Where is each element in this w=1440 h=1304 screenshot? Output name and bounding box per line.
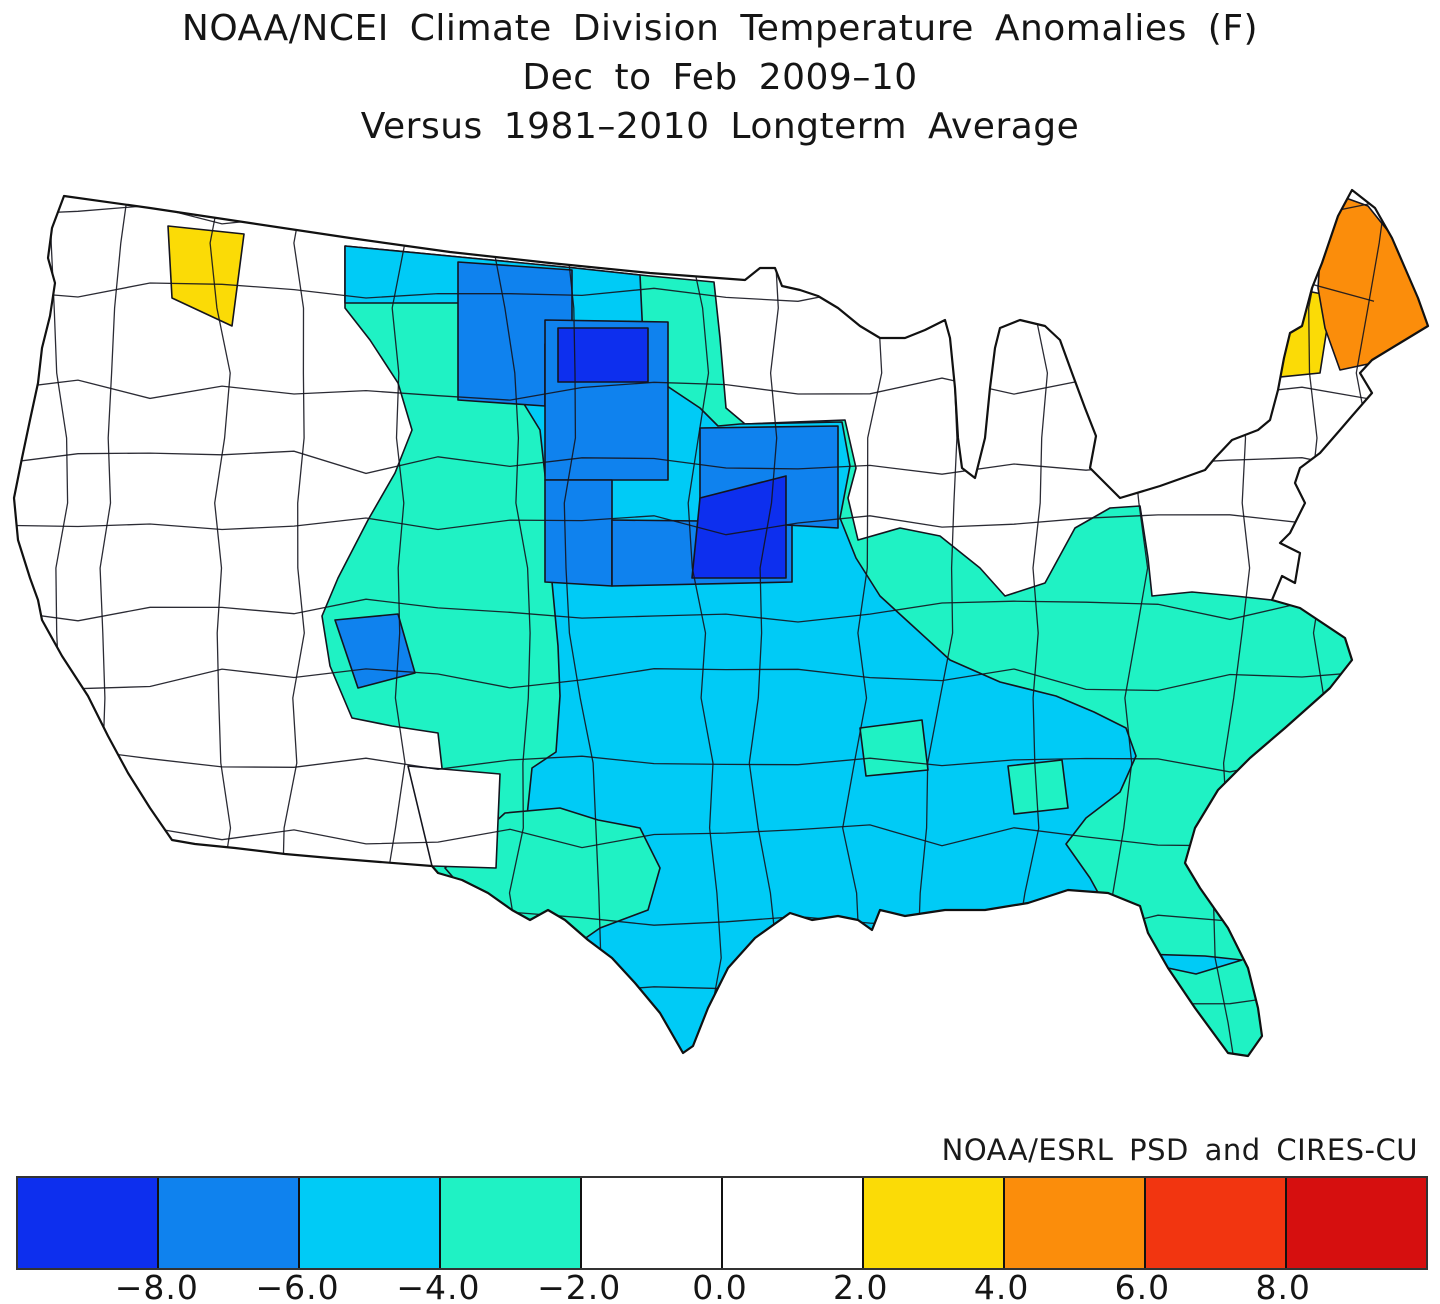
figure-title: NOAA/NCEI Climate Division Temperature A… bbox=[0, 4, 1440, 151]
division-border-line bbox=[6, 1067, 1374, 1089]
region-ne-washington-yellow bbox=[167, 225, 245, 327]
colorbar-tick-label: −2.0 bbox=[537, 1268, 622, 1304]
colorbar-tick-label: −8.0 bbox=[114, 1268, 199, 1304]
colorbar-tick-label: 2.0 bbox=[833, 1268, 889, 1304]
colorbar-segment-7 bbox=[862, 1178, 1003, 1268]
colorbar-segment-6 bbox=[721, 1178, 862, 1268]
title-line-2: Dec to Feb 2009–10 bbox=[522, 57, 918, 98]
division-border-line bbox=[14, 598, 1375, 623]
colorbar-segment-4 bbox=[439, 1178, 580, 1268]
division-border-line bbox=[563, 190, 602, 1056]
region-south-dakota-nebraska-blue bbox=[544, 479, 613, 587]
us-outline bbox=[12, 188, 1430, 1058]
region-north-alabama-turquoise-pocket bbox=[1007, 759, 1069, 815]
division-border-line bbox=[683, 190, 722, 1056]
division-border-line bbox=[14, 668, 1375, 692]
colorbar-segment-10 bbox=[1285, 1178, 1426, 1268]
colorbar-segment-8 bbox=[1003, 1178, 1144, 1268]
region-vermont-new-hampshire-yellow bbox=[1237, 287, 1333, 381]
title-line-1: NOAA/NCEI Climate Division Temperature A… bbox=[181, 8, 1259, 49]
colorbar-segment-2 bbox=[157, 1178, 298, 1268]
colorbar-segment-5 bbox=[580, 1178, 721, 1268]
division-border-line bbox=[14, 748, 1375, 773]
colorbar-segment-3 bbox=[298, 1178, 439, 1268]
anomaly-colorbar bbox=[16, 1176, 1428, 1270]
colorbar-tick-labels: −8.0 −6.0 −4.0 −2.0 0.0 2.0 4.0 6.0 8.0 bbox=[16, 1268, 1424, 1304]
colorbar-tick-label: 8.0 bbox=[1255, 1268, 1311, 1304]
colorbar-tick-label: −6.0 bbox=[255, 1268, 340, 1304]
region-arkansas-turquoise-pocket bbox=[859, 719, 929, 777]
region-central-south-dakota-dark-blue bbox=[557, 327, 649, 383]
division-border-line bbox=[14, 824, 1375, 849]
division-border-line bbox=[14, 514, 1375, 536]
attribution-text: NOAA/ESRL PSD and CIRES-CU bbox=[941, 1133, 1418, 1167]
colorbar-tick-label: 6.0 bbox=[1114, 1268, 1171, 1304]
anomaly-regions bbox=[6, 190, 1428, 1089]
colorbar-segment-9 bbox=[1144, 1178, 1285, 1268]
colorbar-tick-label: 4.0 bbox=[973, 1268, 1030, 1304]
colorbar-tick-label: −4.0 bbox=[396, 1268, 481, 1304]
us-climate-division-map bbox=[0, 168, 1440, 1133]
title-line-3: Versus 1981–2010 Longterm Average bbox=[360, 106, 1080, 147]
colorbar-tick-label: 0.0 bbox=[692, 1268, 748, 1304]
colorbar-segment-1 bbox=[18, 1178, 157, 1268]
